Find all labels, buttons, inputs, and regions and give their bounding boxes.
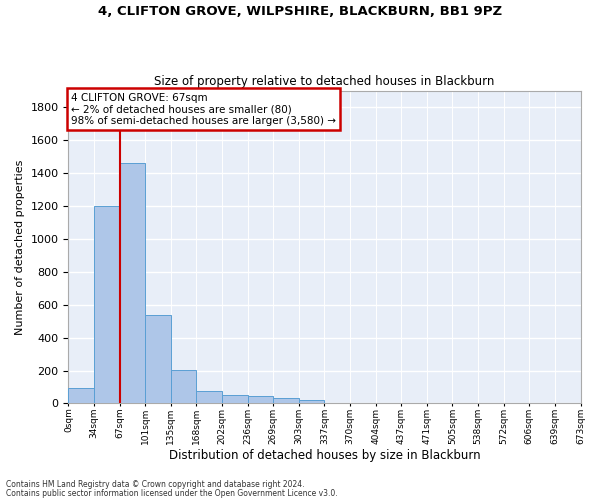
Text: Contains public sector information licensed under the Open Government Licence v3: Contains public sector information licen… (6, 489, 338, 498)
Text: 4, CLIFTON GROVE, WILPSHIRE, BLACKBURN, BB1 9PZ: 4, CLIFTON GROVE, WILPSHIRE, BLACKBURN, … (98, 5, 502, 18)
Text: 4 CLIFTON GROVE: 67sqm
← 2% of detached houses are smaller (80)
98% of semi-deta: 4 CLIFTON GROVE: 67sqm ← 2% of detached … (71, 92, 336, 126)
Bar (222, 395, 248, 404)
Bar (325, 402, 350, 404)
Text: Contains HM Land Registry data © Crown copyright and database right 2024.: Contains HM Land Registry data © Crown c… (6, 480, 305, 489)
Bar (94, 206, 119, 404)
Bar (196, 391, 222, 404)
Title: Size of property relative to detached houses in Blackburn: Size of property relative to detached ho… (154, 76, 494, 88)
X-axis label: Distribution of detached houses by size in Blackburn: Distribution of detached houses by size … (169, 450, 480, 462)
Bar (273, 398, 299, 404)
Bar (68, 388, 94, 404)
Bar (145, 314, 171, 404)
Bar (248, 396, 273, 404)
Y-axis label: Number of detached properties: Number of detached properties (15, 160, 25, 335)
Bar (299, 400, 325, 404)
Bar (171, 370, 196, 404)
Bar (119, 162, 145, 404)
